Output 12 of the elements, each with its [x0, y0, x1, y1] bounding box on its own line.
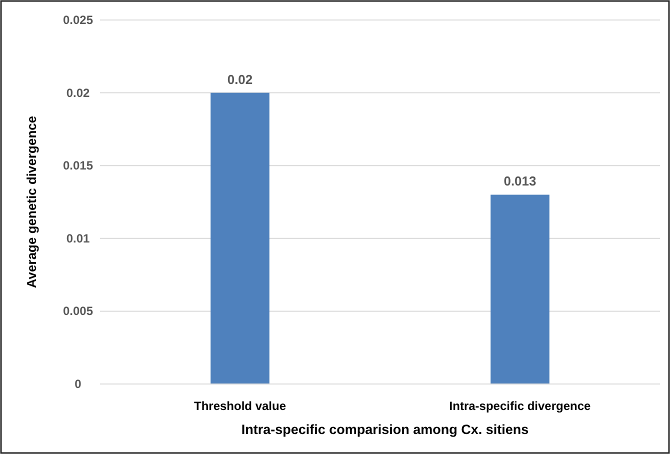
y-tick-label: 0.02: [66, 86, 90, 100]
y-axis-title: Average genetic divergence: [24, 116, 39, 288]
y-tick-label: 0: [74, 377, 82, 391]
x-tick-label: Threshold value: [194, 399, 286, 413]
y-tick-label: 0.025: [62, 13, 94, 27]
y-tick-label: 0.005: [62, 304, 94, 318]
data-label: 0.02: [227, 72, 253, 87]
data-label: 0.013: [504, 174, 536, 189]
x-axis-title: Intra-specific comparision among Cx. sitiens: [241, 422, 529, 437]
y-tick-label: 0.015: [62, 158, 94, 173]
y-tick-label: 0.01: [66, 231, 90, 246]
x-tick-label: Intra-specific divergence: [449, 399, 592, 413]
